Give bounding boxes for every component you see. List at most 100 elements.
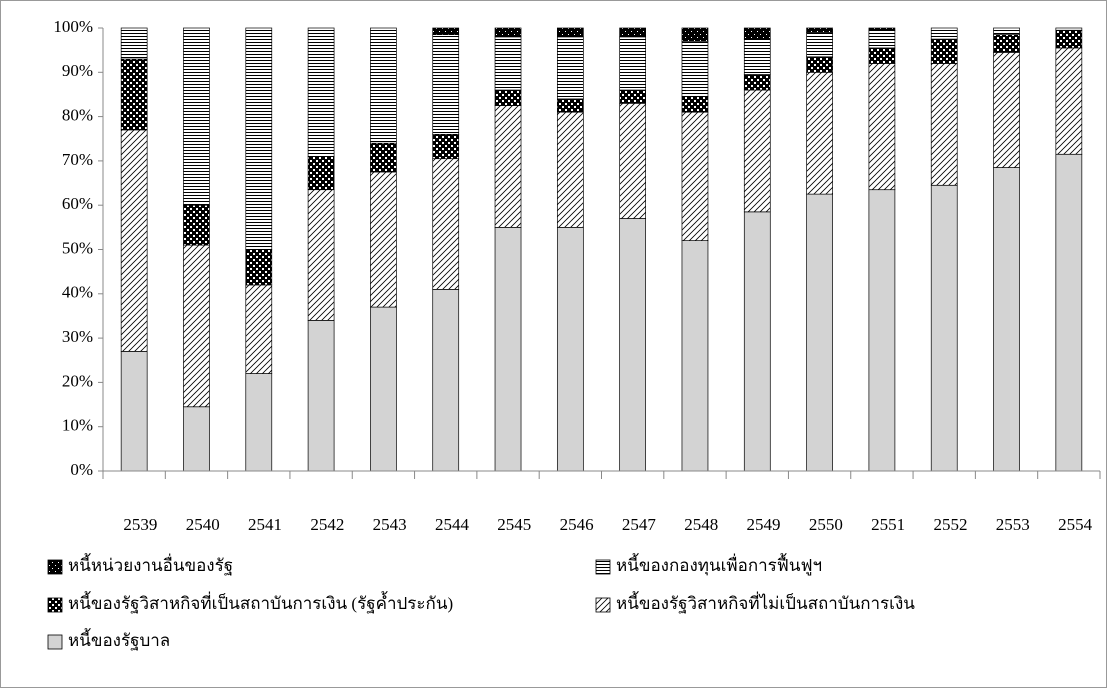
bar-segment xyxy=(307,156,335,191)
bar-segment xyxy=(993,167,1020,472)
bar-segment xyxy=(432,289,460,472)
bar-segment xyxy=(619,218,647,472)
bar-segment xyxy=(307,320,335,472)
bar-segment xyxy=(743,89,771,213)
bar-segment xyxy=(1055,47,1083,155)
x-tick-label: 2539 xyxy=(123,515,157,534)
bar-segment xyxy=(245,27,273,250)
bar-segment xyxy=(681,240,709,472)
legend-swatch xyxy=(595,597,611,613)
x-tick-label: 2547 xyxy=(622,515,657,534)
bar-segment xyxy=(183,406,210,472)
bar-segment xyxy=(120,27,148,60)
bar-segment xyxy=(370,142,397,173)
bar-segment xyxy=(868,47,896,64)
bar-segment xyxy=(681,96,709,113)
bar-segment xyxy=(993,34,1020,53)
bar-segment xyxy=(1055,27,1083,31)
bar-segment xyxy=(930,38,958,64)
bar-segment xyxy=(681,40,709,98)
x-tick-label: 2540 xyxy=(186,515,220,534)
x-tick-label: 2546 xyxy=(560,515,594,534)
x-tick-label: 2541 xyxy=(248,515,282,534)
bar-segment xyxy=(556,111,584,228)
y-tick-label: 100% xyxy=(53,17,93,36)
bar-segment xyxy=(245,249,273,286)
y-tick-label: 0% xyxy=(70,460,93,479)
bar-segment xyxy=(245,373,273,472)
y-tick-label: 80% xyxy=(62,106,93,125)
bar-segment xyxy=(370,306,397,472)
x-tick-label: 2549 xyxy=(747,515,781,534)
bar-segment xyxy=(806,27,833,33)
bar-segment xyxy=(806,193,833,472)
bar-segment xyxy=(432,27,460,35)
bar-segment xyxy=(494,27,522,38)
legend-label: หนี้ของรัฐวิสาหกิจที่ไม่เป็นสถาบันการเงิ… xyxy=(616,591,915,614)
bar-segment xyxy=(993,52,1020,168)
y-tick-label: 40% xyxy=(62,283,93,302)
y-tick-label: 70% xyxy=(62,150,93,169)
bar-segment xyxy=(307,189,335,321)
bar-segment xyxy=(494,89,522,106)
bar-segment xyxy=(494,36,522,91)
bar-segment xyxy=(619,36,647,91)
legend-swatch xyxy=(47,597,63,613)
bar-segment xyxy=(681,27,709,42)
x-tick-label: 2543 xyxy=(373,515,407,534)
bar-segment xyxy=(868,29,896,49)
x-tick-label: 2548 xyxy=(684,515,718,534)
bar-segment xyxy=(370,27,397,144)
bar-segment xyxy=(681,111,709,241)
bar-segment xyxy=(993,27,1020,35)
bar-segment xyxy=(183,204,210,246)
bar-segment xyxy=(494,227,522,472)
bar-segment xyxy=(432,34,460,135)
bar-segment xyxy=(1055,153,1083,472)
legend-label: หนี้ของรัฐบาล xyxy=(68,628,170,651)
x-tick-label: 2550 xyxy=(809,515,843,534)
bar-segment xyxy=(930,27,958,40)
bar-segment xyxy=(743,27,771,40)
legend-swatch xyxy=(47,634,63,650)
bar-segment xyxy=(183,27,210,206)
bar-segment xyxy=(556,227,584,472)
bar-segment xyxy=(494,105,522,228)
bar-segment xyxy=(307,27,335,157)
bar-segment xyxy=(245,284,273,374)
legend-swatch xyxy=(47,559,63,575)
bar-segment xyxy=(930,63,958,186)
y-tick-label: 60% xyxy=(62,194,93,213)
bar-segment xyxy=(556,27,584,38)
bar-segment xyxy=(556,36,584,100)
bar-segment xyxy=(1055,29,1083,49)
x-tick-label: 2544 xyxy=(435,515,470,534)
y-tick-label: 20% xyxy=(62,371,93,390)
bar-segment xyxy=(743,211,771,472)
x-tick-label: 2551 xyxy=(871,515,905,534)
x-tick-label: 2545 xyxy=(497,515,531,534)
bar-segment xyxy=(120,58,148,131)
x-tick-label: 2542 xyxy=(310,515,344,534)
bar-segment xyxy=(370,171,397,308)
bar-segment xyxy=(806,71,833,195)
bar-segment xyxy=(868,189,896,472)
bar-segment xyxy=(868,27,896,31)
bar-segment xyxy=(743,38,771,75)
bar-segment xyxy=(930,184,958,472)
bar-segment xyxy=(743,74,771,91)
y-tick-label: 90% xyxy=(62,61,93,80)
x-tick-label: 2553 xyxy=(996,515,1030,534)
y-tick-label: 50% xyxy=(62,238,93,257)
legend-label: หนี้ของกองทุนเพื่อการฟื้นฟูฯ xyxy=(616,553,822,576)
bar-segment xyxy=(619,89,647,104)
bar-segment xyxy=(432,133,460,160)
bar-segment xyxy=(183,244,210,408)
x-tick-label: 2552 xyxy=(933,515,967,534)
bar-segment xyxy=(619,27,647,38)
bar-segment xyxy=(806,56,833,73)
bar-segment xyxy=(806,32,833,58)
bar-segment xyxy=(556,98,584,113)
legend-label: หนี้หน่วยงานอื่นของรัฐ xyxy=(68,553,233,576)
